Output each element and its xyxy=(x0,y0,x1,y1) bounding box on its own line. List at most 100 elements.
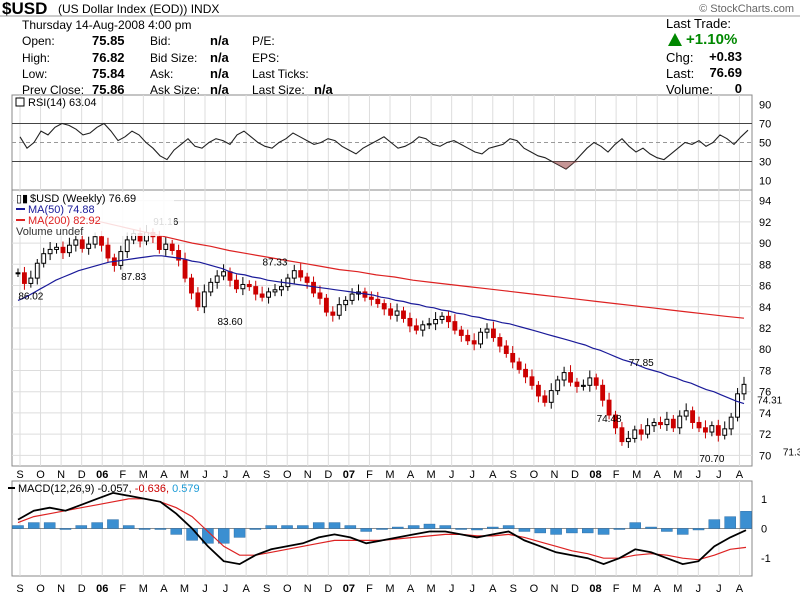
legend-ma50: MA(50) 74.88 xyxy=(28,204,95,216)
open-label: Open: xyxy=(22,34,55,48)
price-y-tick: 78 xyxy=(759,365,771,377)
price-candle xyxy=(66,244,72,254)
macd-y-tick: 1 xyxy=(761,494,767,506)
x-tick-label: S xyxy=(263,469,270,481)
x-tick-label: A xyxy=(654,469,662,481)
copyright[interactable]: © StockCharts.com xyxy=(699,3,794,15)
last-trade-label: Last Trade: xyxy=(666,16,732,31)
x-tick-label: F xyxy=(366,583,373,595)
macd-histogram-bar xyxy=(107,519,119,529)
macd-histogram-bar xyxy=(676,528,689,535)
ask-size-value: n/a xyxy=(210,82,229,97)
x-tick-label: S xyxy=(263,583,270,595)
x-tick-label: D xyxy=(324,469,332,481)
x-tick-label: J xyxy=(469,583,475,595)
price-candle xyxy=(278,286,284,291)
price-y-tick: 76 xyxy=(759,387,771,399)
x-tick-label: O xyxy=(36,583,45,595)
price-candle xyxy=(516,361,522,370)
quote-date: Thursday 14-Aug-2008 4:00 pm xyxy=(22,18,192,32)
macd-histogram-bar xyxy=(281,525,293,529)
price-candle xyxy=(683,410,689,417)
high-value: 76.82 xyxy=(92,50,125,65)
price-candle xyxy=(703,427,708,433)
price-candle xyxy=(561,372,567,381)
price-candle xyxy=(426,323,432,326)
prev-close-label: Prev Close: xyxy=(22,83,85,97)
macd-histogram-bar xyxy=(233,528,246,538)
price-candle xyxy=(606,399,612,416)
macd-histogram-bar xyxy=(487,526,499,529)
legend-price-icon: ▯▮ xyxy=(16,193,28,205)
pct-change: +1.10% xyxy=(686,31,738,48)
x-tick-label: A xyxy=(736,583,744,595)
price-annotation: 86.02 xyxy=(18,291,43,302)
x-tick-label: J xyxy=(223,583,229,595)
legend-bg xyxy=(14,192,174,236)
price-candle xyxy=(221,271,227,277)
price-y-tick: 90 xyxy=(759,238,771,250)
macd-title-signal: -0.636, xyxy=(135,483,172,495)
price-annotation: 87.33 xyxy=(262,257,287,268)
x-tick-label: N xyxy=(304,583,312,595)
macd-histogram-bar xyxy=(249,528,262,530)
price-y-tick: 74 xyxy=(759,408,771,420)
macd-line xyxy=(17,491,747,566)
price-candle xyxy=(323,297,329,313)
price-candle xyxy=(34,262,40,279)
rsi-y-tick: 90 xyxy=(759,100,771,112)
price-candle xyxy=(548,390,554,403)
price-candle xyxy=(182,259,188,279)
price-candle xyxy=(99,236,104,246)
price-candle xyxy=(253,286,259,295)
macd-title: MACD(12,26,9) -0.057, -0.636, 0.579 xyxy=(18,483,200,495)
price-y-tick: 92 xyxy=(759,217,771,229)
price-candle xyxy=(446,315,451,323)
x-tick-label: O xyxy=(530,469,539,481)
price-candle xyxy=(613,414,618,429)
price-candle xyxy=(471,340,477,345)
macd-histogram-bar xyxy=(534,528,547,534)
price-candle xyxy=(491,328,496,339)
macd-histogram-bar xyxy=(471,528,483,531)
price-candle xyxy=(266,291,271,298)
rsi-y-tick: 70 xyxy=(759,119,771,131)
rsi-oversold-fill xyxy=(552,161,580,170)
price-candle xyxy=(715,425,721,436)
price-candle xyxy=(503,345,509,354)
price-candle xyxy=(73,239,79,246)
x-tick-label: O xyxy=(283,583,292,595)
volume-value: 0 xyxy=(734,81,742,96)
price-candle xyxy=(118,251,124,266)
price-candle xyxy=(696,421,702,429)
x-tick-label: M xyxy=(139,469,148,481)
price-candle xyxy=(638,429,644,435)
price-candle xyxy=(47,248,53,255)
macd-histogram-bar xyxy=(455,528,467,530)
price-candle xyxy=(21,272,27,284)
x-tick-label: M xyxy=(632,583,641,595)
x-tick-label: M xyxy=(427,583,436,595)
x-tick-label: J xyxy=(202,469,208,481)
price-candle xyxy=(189,277,194,294)
x-tick-label: J xyxy=(202,583,208,595)
x-tick-label: A xyxy=(407,469,415,481)
x-tick-label: N xyxy=(550,583,558,595)
macd-histogram-bar xyxy=(597,528,610,535)
price-candle xyxy=(291,270,297,279)
price-candle xyxy=(304,276,310,283)
price-candle xyxy=(658,421,663,426)
x-tick-label: A xyxy=(242,583,250,595)
symbol-title: $USD xyxy=(2,0,48,18)
x-tick-label: M xyxy=(673,469,682,481)
x-tick-label: 06 xyxy=(96,469,108,481)
x-tick-label: F xyxy=(119,469,126,481)
price-candle xyxy=(15,272,21,275)
price-candle xyxy=(60,246,66,254)
price-candle xyxy=(568,372,573,383)
x-tick-label: D xyxy=(324,583,332,595)
x-tick-label: 07 xyxy=(343,469,355,481)
prev-close-value: 75.86 xyxy=(92,82,125,97)
price-candle xyxy=(208,281,214,293)
price-candle xyxy=(465,334,471,342)
